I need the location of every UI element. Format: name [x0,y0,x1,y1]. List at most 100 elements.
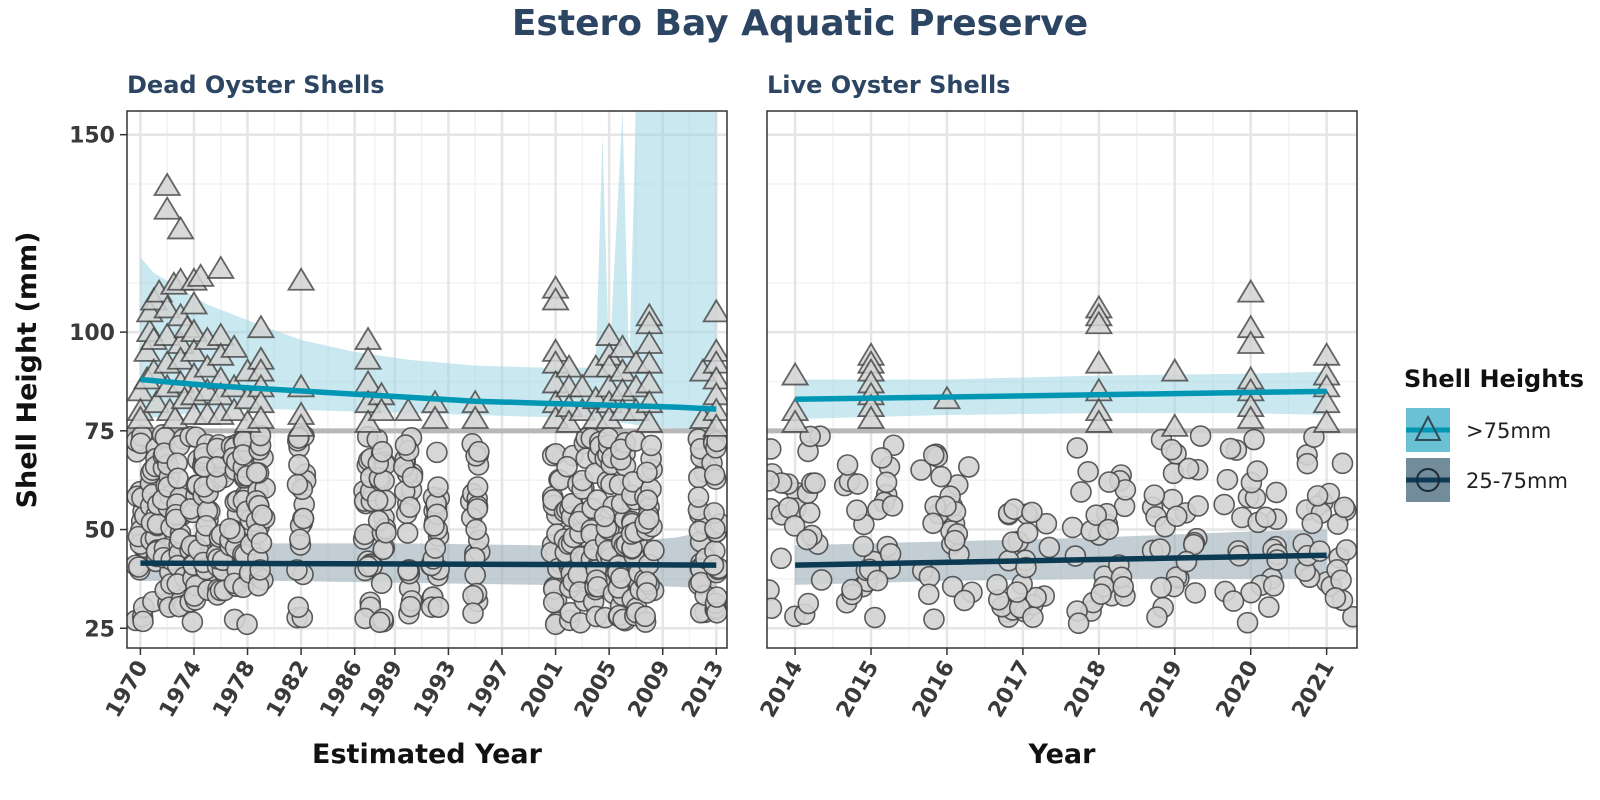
trend-line-large [795,388,1327,402]
data-point-circle [866,569,889,592]
data-point-triangle [142,389,171,414]
data-point-circle [796,528,818,551]
x-tick-label: 1978 [208,657,260,723]
data-point-circle [767,470,780,492]
data-point-circle [797,592,820,615]
data-point-circle [368,611,391,634]
data-point-circle [1097,518,1120,541]
data-point-circle [870,447,893,469]
data-point-circle [1213,493,1235,516]
data-point-triangle [246,314,276,339]
data-point-triangle [702,298,727,323]
data-point-circle [1236,611,1259,634]
data-point-circle [1265,481,1288,504]
data-point-circle [251,504,273,526]
x-tick-label: 2018 [1060,657,1112,723]
data-point-circle [1150,576,1173,599]
data-point-triangle [780,409,810,433]
x-tick-label: 1974 [155,657,207,723]
data-point-circle [810,569,833,591]
x-tick-label: 2001 [516,657,568,723]
data-point-circle [767,579,780,601]
data-point-circle [399,595,422,618]
legend-title: Shell Heights [1404,365,1584,393]
data-point-circle [468,440,490,463]
x-axis-title: Estimated Year [312,739,543,770]
data-point-triangle [461,405,490,429]
data-point-circle [236,613,258,636]
data-point-circle [1112,576,1135,598]
data-point-circle [783,515,806,537]
data-point-circle [1064,545,1087,567]
data-point-circle [1335,539,1357,561]
data-point-circle [1085,504,1107,526]
data-point-circle [288,528,311,551]
data-point-circle [703,464,726,486]
data-point-circle [634,605,657,628]
data-point-circle [1003,498,1025,520]
data-point-triangle [1236,278,1265,303]
panel-subtitle: Dead Oyster Shells [127,71,385,99]
data-point-circle [704,517,726,540]
data-point-triangle [856,405,886,429]
x-axis-title: Year [1028,739,1097,770]
x-tick-label: 1993 [409,657,461,723]
data-point-circle [427,596,450,618]
legend-triangle-icon [1414,414,1442,441]
data-point-circle [767,438,782,460]
data-point-circle [245,461,268,484]
data-point-circle [424,537,447,559]
data-point-circle [556,455,578,478]
data-point-circle [1165,505,1188,528]
data-point-triangle [286,267,316,291]
plot-area [127,111,727,636]
data-point-triangle [780,361,810,386]
data-point-circle [706,586,727,608]
data-point-circle [1254,506,1277,529]
data-point-circle [910,459,932,481]
data-point-circle [1333,496,1356,519]
data-point-circle [1006,581,1028,603]
data-point-triangle [394,397,423,421]
data-point-circle [941,575,964,598]
legend-circle-icon [1416,468,1440,492]
data-point-circle [638,508,660,530]
x-tick-label: 2013 [677,657,729,723]
data-point-circle [1070,481,1092,503]
data-point-triangle [1236,330,1265,354]
data-point-circle [836,454,859,476]
data-point-circle [1038,536,1061,559]
data-point-circle [1296,452,1319,475]
data-point-circle [466,498,489,520]
data-point-triangle [219,334,249,358]
panel-subtitle: Live Oyster Shells [767,71,1010,99]
data-point-circle [986,573,1008,596]
data-point-circle [636,489,659,511]
data-point-circle [640,434,663,457]
data-point-triangle [206,255,235,279]
data-point-circle [846,473,869,495]
data-point-circle [593,505,616,528]
data-point-circle [1067,612,1090,635]
data-point-circle [881,495,904,517]
legend-label: 25-75mm [1466,469,1568,493]
data-point-circle [466,476,489,498]
data-point-circle [841,578,863,601]
data-point-circle [1306,485,1329,507]
data-point-circle [846,499,868,522]
data-point-circle [1240,581,1262,604]
x-tick-label: 1997 [463,657,515,723]
data-point-circle [287,596,310,619]
data-point-triangle [568,373,597,398]
data-point-triangle [1084,349,1114,374]
data-point-triangle [1160,357,1189,382]
data-point-circle [690,571,712,594]
data-point-triangle [186,263,215,287]
data-point-circle [1258,596,1280,618]
data-point-triangle [353,346,383,370]
x-tick-label: 2021 [1288,657,1340,723]
data-point-circle [250,532,273,554]
data-point-triangle [132,338,162,362]
panel-2: Live Oyster Shells 2014 2015 2016 2017 2018 20… [756,71,1358,770]
data-point-triangle [219,397,249,421]
